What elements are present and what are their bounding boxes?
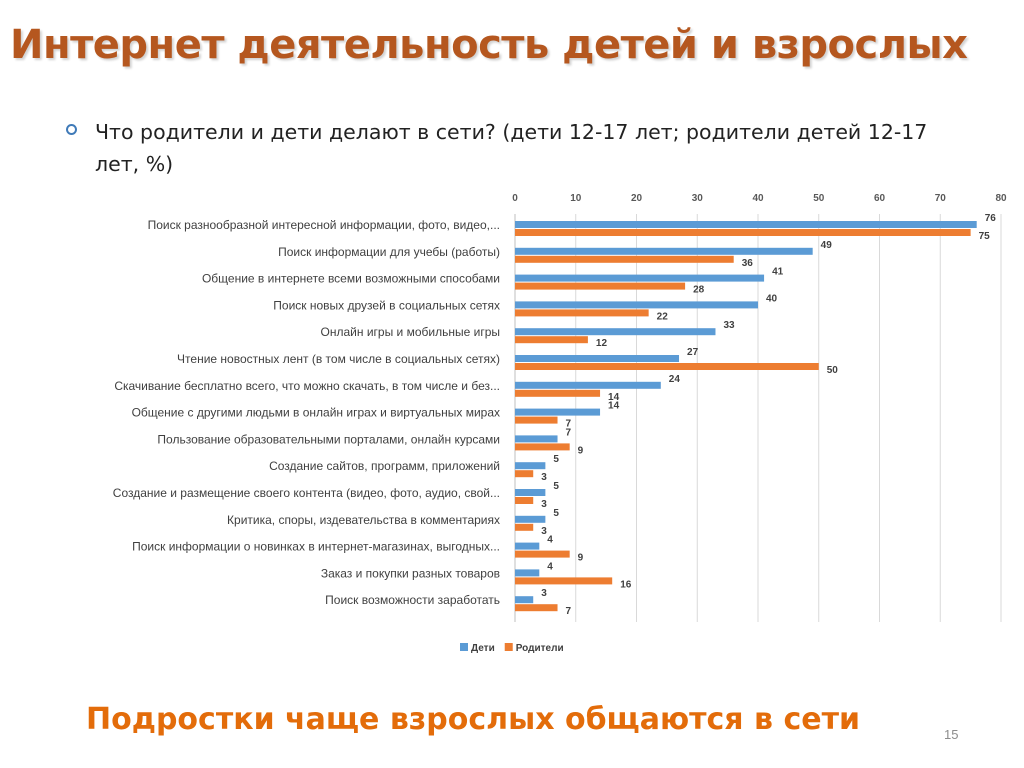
category-label: Чтение новостных лент (в том числе в соц… — [177, 352, 500, 366]
category-label: Общение в интернете всеми возможными спо… — [202, 272, 500, 286]
data-label: 14 — [608, 392, 620, 403]
bar-parents — [515, 336, 588, 344]
x-tick-label: 60 — [874, 193, 886, 204]
data-label: 76 — [985, 213, 997, 224]
x-tick-label: 30 — [692, 193, 704, 204]
bar-children — [515, 381, 661, 389]
data-label: 3 — [541, 472, 547, 483]
conclusion-text: Подростки чаще взрослых общаются в сети — [86, 702, 860, 737]
category-label: Поиск разнообразной интересной информаци… — [148, 218, 500, 232]
category-label: Заказ и покупки разных товаров — [321, 566, 500, 580]
page-number: 15 — [944, 727, 959, 742]
bar-children — [515, 489, 546, 496]
bar-parents — [515, 309, 649, 317]
data-label: 24 — [669, 374, 681, 385]
data-label: 3 — [541, 526, 547, 537]
data-label: 36 — [742, 258, 754, 269]
bar-children — [515, 328, 716, 336]
data-label: 12 — [596, 338, 608, 349]
bar-parents — [515, 363, 819, 370]
category-label: Пользование образовательными порталами, … — [157, 432, 500, 446]
bar-children — [515, 221, 977, 228]
data-label: 4 — [547, 561, 553, 572]
bar-children — [515, 247, 813, 255]
bar-parents — [515, 389, 601, 397]
bar-parents — [515, 470, 534, 478]
bar-parents — [515, 577, 613, 585]
bar-children — [515, 462, 546, 470]
bar-children — [515, 435, 558, 443]
bar-parents — [515, 550, 570, 558]
bullet-text: Что родители и дети делают в сети? (дети… — [95, 120, 928, 176]
bar-parents — [515, 282, 686, 290]
legend-label: Родители — [516, 643, 564, 654]
data-label: 7 — [566, 427, 572, 438]
data-label: 14 — [608, 401, 620, 412]
bar-children — [515, 515, 546, 523]
data-label: 7 — [566, 606, 572, 617]
data-label: 9 — [578, 553, 584, 564]
data-label: 40 — [766, 293, 778, 304]
category-label: Критика, споры, издевательства в коммент… — [227, 513, 500, 527]
data-label: 41 — [772, 267, 784, 278]
bar-children — [515, 301, 758, 309]
x-tick-label: 70 — [935, 193, 947, 204]
data-label: 5 — [553, 454, 559, 465]
bar-parents — [515, 604, 558, 612]
data-label: 50 — [827, 365, 839, 376]
x-tick-label: 0 — [512, 193, 518, 204]
legend-label: Дети — [471, 643, 495, 654]
data-label: 22 — [657, 311, 669, 322]
category-label: Общение с другими людьми в онлайн играх … — [132, 406, 500, 420]
data-label: 49 — [821, 240, 833, 251]
category-label: Поиск возможности заработать — [325, 593, 500, 607]
x-tick-label: 80 — [995, 193, 1007, 204]
data-label: 7 — [566, 419, 572, 430]
bar-parents — [515, 255, 734, 263]
data-label: 75 — [979, 231, 991, 242]
bar-children — [515, 274, 765, 282]
data-label: 5 — [553, 508, 559, 519]
category-label: Поиск информации о новинках в интернет-м… — [132, 540, 500, 554]
slide-title: Интернет деятельность детей и взрослых — [10, 22, 968, 68]
category-label: Скачивание бесплатно всего, что можно ск… — [114, 379, 500, 393]
bar-chart: 0 10 20 30 40 50 60 70 80 Поиск разнообразной инт… — [113, 193, 1007, 654]
x-tick-label: 20 — [631, 193, 643, 204]
legend-swatch-children — [460, 643, 468, 651]
data-label: 33 — [723, 320, 735, 331]
data-label: 4 — [547, 535, 553, 546]
category-label: Поиск информации для учебы (работы) — [278, 245, 500, 259]
bar-parents — [515, 416, 558, 424]
legend-swatch-parents — [504, 643, 513, 651]
data-label: 3 — [541, 588, 547, 599]
bar-parents — [515, 229, 971, 236]
category-label: Онлайн игры и мобильные игры — [321, 325, 500, 339]
data-label: 27 — [687, 347, 699, 358]
data-label: 28 — [693, 285, 705, 296]
x-tick-label: 40 — [752, 193, 764, 204]
x-tick-label: 10 — [570, 193, 582, 204]
data-label: 3 — [541, 499, 547, 510]
data-label: 16 — [620, 579, 632, 590]
category-label: Создание и размещение своего контента (в… — [113, 486, 500, 500]
data-label: 9 — [578, 445, 584, 456]
bar-children — [515, 408, 601, 416]
bar-parents — [515, 523, 534, 531]
bullet-circle-icon — [66, 124, 77, 135]
bar-parents — [515, 443, 570, 451]
bar-children — [515, 542, 540, 550]
bar-children — [515, 569, 540, 577]
category-label: Поиск новых друзей в социальных сетях — [273, 298, 500, 312]
bar-children — [515, 355, 680, 362]
bar-parents — [515, 497, 534, 504]
category-label: Создание сайтов, программ, приложений — [269, 459, 500, 473]
bar-children — [515, 596, 534, 604]
x-tick-label: 50 — [813, 193, 825, 204]
data-label: 5 — [553, 481, 559, 492]
